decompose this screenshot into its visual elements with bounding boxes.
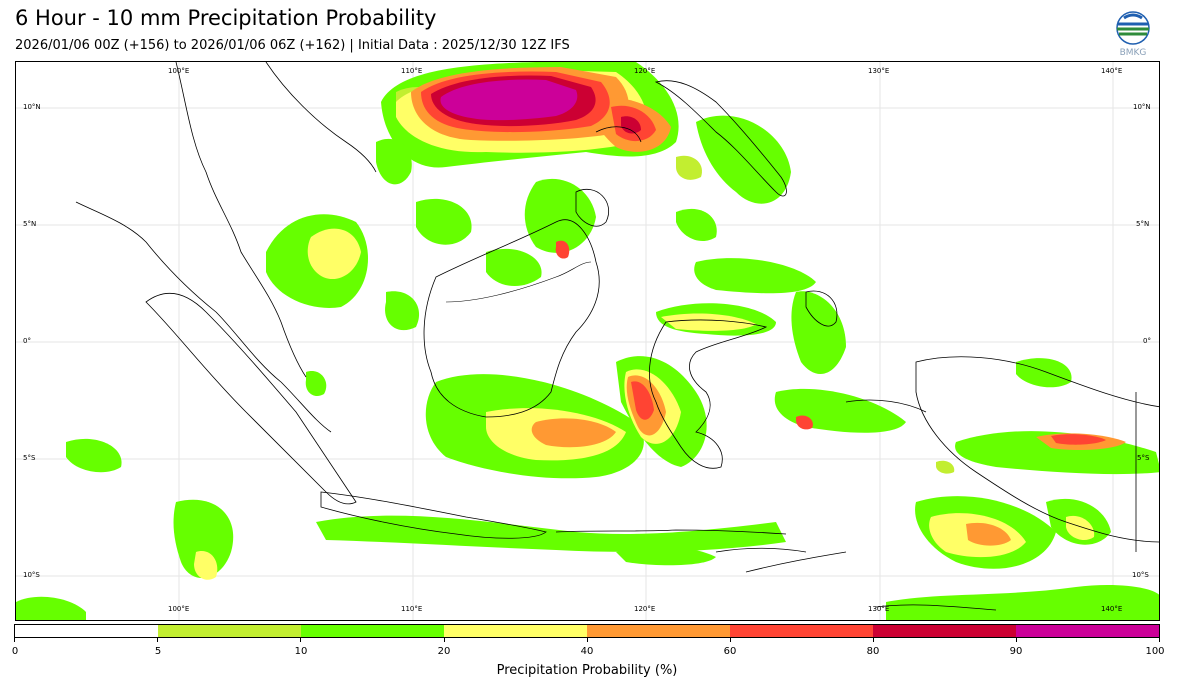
colorbar <box>14 624 1160 638</box>
colorbar-segment-5-10 <box>158 625 301 637</box>
lon-label-top: 100°E <box>168 67 190 75</box>
lon-label-bottom: 110°E <box>401 605 423 613</box>
colorbar-tick-label: 20 <box>437 646 451 657</box>
lat-label-right: 5°N <box>1136 220 1150 228</box>
chart-title: 6 Hour - 10 mm Precipitation Probability <box>15 6 437 30</box>
chart-subtitle: 2026/01/06 00Z (+156) to 2026/01/06 06Z … <box>15 38 570 53</box>
lon-label-bottom: 140°E <box>1101 605 1123 613</box>
colorbar-segment-80-90 <box>873 625 1016 637</box>
colorbar-tick-label: 40 <box>580 646 594 657</box>
colorbar-segment-0-5 <box>15 625 158 637</box>
lon-label-top: 110°E <box>401 67 423 75</box>
svg-text:BMKG: BMKG <box>1120 48 1147 58</box>
lon-label-bottom: 130°E <box>868 605 890 613</box>
lat-label-left: 0° <box>23 337 31 345</box>
lon-label-bottom: 120°E <box>634 605 656 613</box>
lat-label-left: 10°N <box>23 103 41 111</box>
lat-label-left: 10°S <box>23 571 40 579</box>
lat-label-right: 5°S <box>1137 454 1150 462</box>
colorbar-segment-60-80 <box>730 625 873 637</box>
lon-label-top: 130°E <box>868 67 890 75</box>
coastlines <box>75 62 1159 611</box>
colorbar-segment-20-40 <box>444 625 587 637</box>
colorbar-tick-label: 60 <box>723 646 737 657</box>
colorbar-tick-label: 0 <box>11 646 19 657</box>
lon-label-bottom: 100°E <box>168 605 190 613</box>
colorbar-segment-40-60 <box>587 625 730 637</box>
level-90-100 <box>440 79 578 121</box>
precip-field <box>16 62 1159 620</box>
colorbar-tick-label: 80 <box>866 646 880 657</box>
colorbar-tick-label: 90 <box>1009 646 1023 657</box>
map-panel: 100°E 110°E 120°E 130°E 140°E 100°E 110°… <box>15 61 1160 621</box>
colorbar-tick-label: 10 <box>294 646 308 657</box>
colorbar-segment-10-20 <box>301 625 444 637</box>
bmkg-logo: BMKG <box>1112 10 1154 58</box>
map-canvas <box>16 62 1159 620</box>
lat-label-right: 10°S <box>1132 571 1149 579</box>
colorbar-title: Precipitation Probability (%) <box>496 663 678 678</box>
lon-label-top: 120°E <box>634 67 656 75</box>
lat-label-right: 0° <box>1143 337 1151 345</box>
colorbar-tick-label: 100 <box>1145 646 1165 657</box>
colorbar-segment-90-100 <box>1016 625 1159 637</box>
lat-label-left: 5°N <box>23 220 37 228</box>
lat-label-right: 10°N <box>1133 103 1151 111</box>
lat-label-left: 5°S <box>23 454 36 462</box>
lon-label-top: 140°E <box>1101 67 1123 75</box>
colorbar-tick-label: 5 <box>154 646 162 657</box>
